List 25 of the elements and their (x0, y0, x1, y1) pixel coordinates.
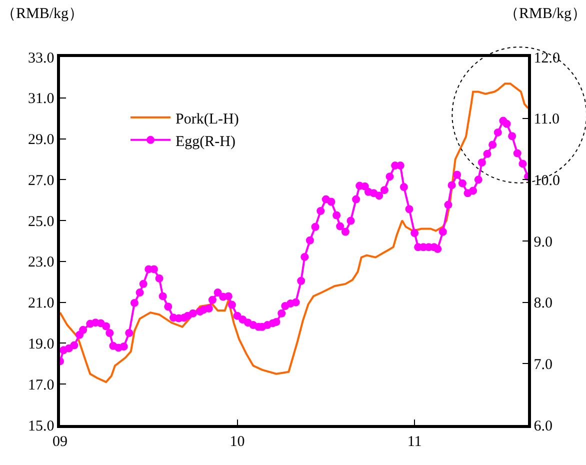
y2-tick-label: 10.0 (534, 172, 560, 189)
y2-axis-title: （RMB/kg） (504, 6, 586, 22)
legend-label: Egg(R-H) (176, 134, 236, 150)
y2-tick-label: 12.0 (534, 50, 560, 66)
x-tick-label: 09 (52, 434, 68, 450)
y-tick-label: 21.0 (28, 296, 54, 312)
x-tick-label: 10 (230, 434, 245, 450)
y2-tick-label: 11.0 (534, 112, 560, 128)
legend-label: Pork(L-H) (176, 111, 239, 128)
y-tick-label: 23.0 (28, 254, 54, 271)
y2-tick-label: 8.0 (534, 296, 552, 312)
y-tick-label: 31.0 (28, 91, 54, 108)
y-tick-label: 19.0 (28, 336, 54, 352)
y-tick-label: 15.0 (28, 418, 54, 434)
x-tick-label: 11 (407, 434, 422, 450)
y2-tick-label: 9.0 (534, 234, 552, 250)
y-tick-label: 25.0 (28, 214, 54, 230)
y-tick-label: 33.0 (28, 50, 54, 66)
y2-tick-label: 6.0 (534, 418, 552, 434)
y-tick-label: 29.0 (28, 132, 54, 148)
y-tick-label: 17.0 (28, 377, 54, 394)
y-axis-title: （RMB/kg） (1, 6, 84, 22)
line-series (60, 82, 528, 384)
y2-tick-label: 7.0 (534, 356, 552, 373)
y-tick-label: 27.0 (28, 172, 54, 189)
